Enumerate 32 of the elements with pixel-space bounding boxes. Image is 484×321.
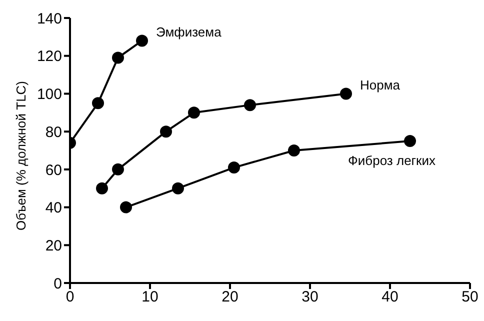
point (172, 182, 184, 194)
y-tick-label: 40 (45, 200, 62, 217)
x-tick-label: 0 (66, 288, 74, 306)
point (404, 135, 416, 148)
y-tick-label: 20 (45, 237, 62, 254)
point (112, 163, 124, 176)
point (244, 99, 256, 112)
point (228, 162, 240, 174)
y-axis-title: Объем (% должной TLC) (14, 80, 29, 230)
point (136, 34, 148, 47)
y-tick-label: 140 (36, 10, 62, 28)
y-tick-label: 80 (45, 124, 62, 141)
y-tick-label: 120 (36, 48, 62, 66)
point (160, 126, 172, 138)
y-tick-label: 100 (36, 86, 62, 104)
point (288, 144, 300, 156)
point (92, 97, 104, 110)
point (340, 88, 352, 100)
y-tick-label: 0 (54, 275, 62, 292)
x-tick-label: 40 (382, 288, 398, 306)
point (112, 52, 124, 64)
x-tick-label: 50 (462, 288, 478, 306)
series-label: Эмфизема (156, 24, 222, 40)
point (120, 201, 132, 214)
point (188, 106, 200, 119)
series-label: Норма (360, 78, 401, 93)
x-tick-label: 30 (302, 288, 318, 306)
point (96, 182, 108, 194)
x-tick-label: 20 (222, 288, 238, 306)
x-tick-label: 10 (142, 288, 158, 306)
y-tick-label: 60 (45, 162, 62, 179)
series-label: Фиброз легких (348, 153, 436, 168)
